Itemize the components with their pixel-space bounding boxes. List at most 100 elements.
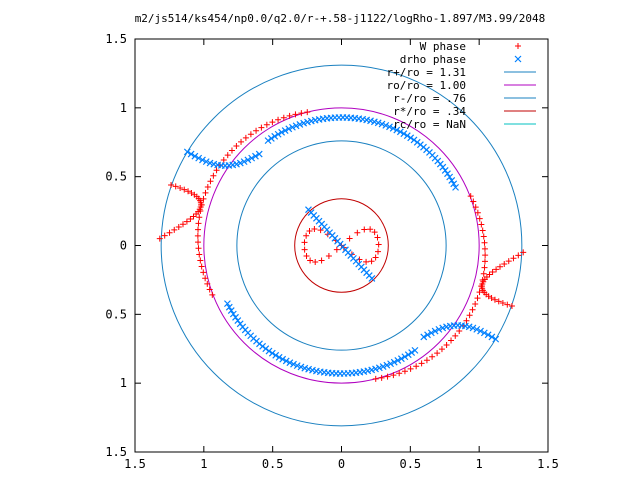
w-phase-point-65 xyxy=(480,233,487,240)
w-phase-point-21 xyxy=(429,353,436,360)
drho-phase-point-278 xyxy=(480,329,488,337)
drho-phase-point-268 xyxy=(408,349,416,357)
x-tick-label-5: 1 xyxy=(476,457,483,471)
drho-phase-point-161 xyxy=(450,180,458,188)
w-phase-point-149 xyxy=(306,228,313,235)
w-phase-point-43 xyxy=(472,300,479,307)
w-phase-point-84 xyxy=(166,229,173,236)
w-phase-point-64 xyxy=(196,251,203,258)
w-phase-point-61 xyxy=(481,245,488,252)
drho-phase-point-198 xyxy=(275,353,283,361)
w-phase-point-39 xyxy=(466,312,473,319)
w-phase-point-124 xyxy=(177,184,184,191)
drho-phase-point-204 xyxy=(286,359,294,367)
legend-label-0: W phase xyxy=(420,40,466,53)
x-tick-label-1: 1 xyxy=(200,457,207,471)
w-phase-point-138 xyxy=(375,248,382,255)
drho-phase-point-162 xyxy=(225,303,233,311)
drho-phase-point-279 xyxy=(199,156,206,164)
drho-phase-point-300 xyxy=(439,324,447,332)
w-phase-point-151 xyxy=(301,239,308,246)
w-phase-point-53 xyxy=(480,270,487,277)
chart-title: m2/js514/ks454/np0.0/q2.0/r-+.58-j1122/l… xyxy=(135,12,546,25)
w-phase-point-127 xyxy=(504,301,511,308)
y-tick-label-0: 1.5 xyxy=(105,32,127,46)
w-phase-point-5 xyxy=(384,373,391,380)
w-phase-point-58 xyxy=(194,232,201,239)
w-phase-point-18 xyxy=(253,127,260,134)
drho-phase-point-195 xyxy=(403,132,411,140)
w-phase-point-120 xyxy=(185,188,192,195)
drho-phase-point-309 xyxy=(255,150,263,158)
w-phase-point-68 xyxy=(198,263,205,270)
drho-phase-point-164 xyxy=(227,307,235,315)
circles-layer xyxy=(160,64,523,427)
w-phase-point-56 xyxy=(195,226,202,233)
w-phase-point-147 xyxy=(317,227,324,234)
w-phase-point-8 xyxy=(280,114,287,121)
legend-circle-label-4: rc/ro = NaN xyxy=(393,118,466,131)
drho-phase-point-252 xyxy=(379,363,387,370)
w-phase-point-131 xyxy=(346,235,353,242)
w-phase-point-78 xyxy=(209,291,216,298)
drho-phase-point-206 xyxy=(290,360,297,368)
drho-phase-point-258 xyxy=(390,358,398,366)
w-phase-point-129 xyxy=(508,303,515,310)
w-phase-point-121 xyxy=(491,296,498,303)
drho-phase-point-262 xyxy=(397,355,405,363)
drho-phase-point-246 xyxy=(368,366,376,374)
w-phase-point-36 xyxy=(213,167,220,174)
drho-phase-point-201 xyxy=(393,126,401,134)
legend-circle-label-2: r-/ro = .76 xyxy=(393,92,466,105)
drho-phase-point-207 xyxy=(382,121,390,129)
w-phase-point-29 xyxy=(448,337,455,344)
circle-3 xyxy=(294,198,389,293)
w-phase-point-20 xyxy=(247,131,254,138)
drho-phase-point-211 xyxy=(374,119,382,127)
drho-phase-point-249 xyxy=(300,119,308,127)
w-phase-point-92 xyxy=(183,218,190,225)
drho-phase-point-208 xyxy=(293,362,301,370)
w-phase-point-45 xyxy=(474,295,481,302)
w-phase-point-23 xyxy=(434,350,441,357)
drho-phase-point-275 xyxy=(191,152,199,160)
legend-marker-1 xyxy=(514,55,522,63)
w-phase-point-1 xyxy=(372,375,379,382)
w-phase-point-87 xyxy=(505,258,512,265)
w-phase-point-10 xyxy=(275,116,282,123)
ticks-layer: 1.5 1 0.5 0 0.5 1 1.51.510.500.511.5 xyxy=(105,32,559,471)
w-phase-point-136 xyxy=(374,234,381,241)
drho-phase-point-259 xyxy=(281,127,289,134)
w-phase-point-153 xyxy=(303,253,310,260)
drho-phase-point-159 xyxy=(452,183,460,191)
w-phase-point-157 xyxy=(325,253,332,260)
series-layer xyxy=(156,43,527,382)
drho-phase-point-248 xyxy=(372,365,379,373)
w-phase-point-72 xyxy=(202,275,209,282)
w-phase-point-52 xyxy=(196,214,203,221)
drho-phase-point-247 xyxy=(304,118,311,126)
w-phase-point-41 xyxy=(469,306,476,313)
w-phase-point-118 xyxy=(188,189,195,196)
w-phase-point-140 xyxy=(368,258,375,265)
w-phase-point-86 xyxy=(171,226,178,233)
drho-phase-point-271 xyxy=(183,148,191,156)
drho-phase-point-270 xyxy=(411,346,419,354)
w-phase-point-2 xyxy=(298,110,305,117)
w-phase-point-83 xyxy=(515,252,522,259)
legend-circle-label-3: r*/ro = .34 xyxy=(393,105,466,118)
legend-circle-label-1: ro/ro = 1.00 xyxy=(387,79,466,92)
w-phase-point-4 xyxy=(292,111,299,118)
drho-phase-point-193 xyxy=(407,134,415,142)
drho-phase-point-297 xyxy=(233,160,240,168)
w-phase-point-75 xyxy=(472,204,479,211)
x-tick-label-0: 1.5 xyxy=(124,457,146,471)
w-phase-point-15 xyxy=(413,363,420,370)
drho-phase-point-255 xyxy=(289,123,296,131)
w-phase-point-80 xyxy=(156,235,163,242)
w-phase-point-82 xyxy=(161,232,168,239)
w-phase-point-79 xyxy=(467,193,474,200)
drho-phase-point-303 xyxy=(244,156,252,164)
w-phase-point-77 xyxy=(470,198,477,205)
w-phase-point-152 xyxy=(301,246,308,253)
